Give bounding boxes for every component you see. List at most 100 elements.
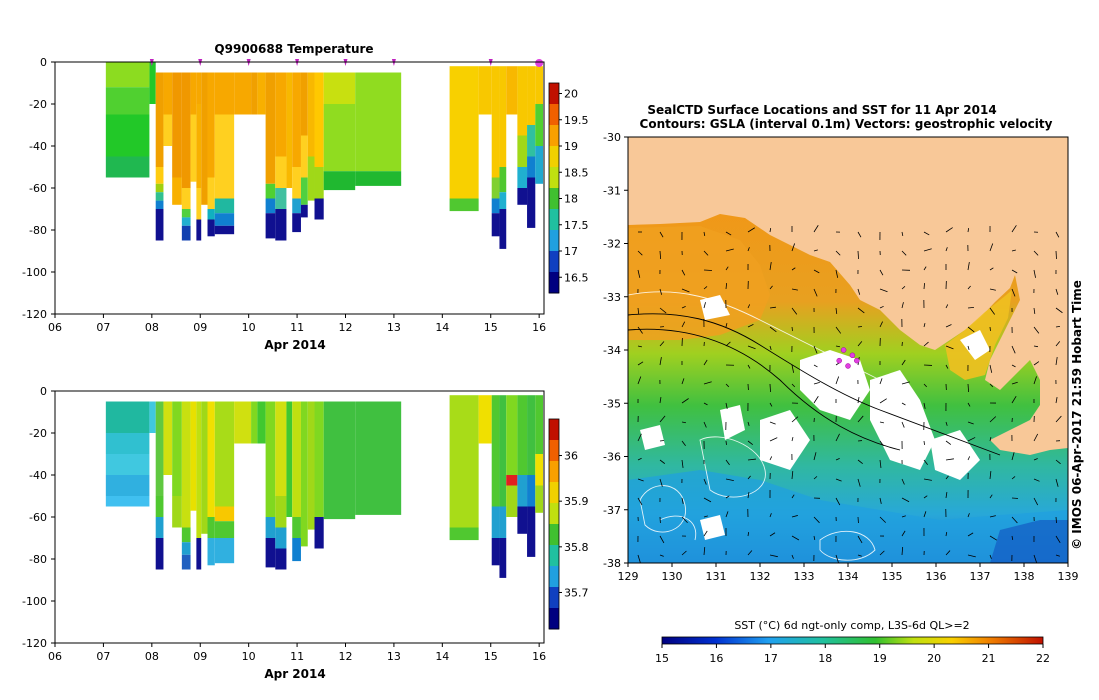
velocity-vector [769,421,776,425]
velocity-vector [945,475,949,480]
velocity-vector [879,378,883,385]
velocity-vector [989,554,992,559]
sst-colorbar-tick-label: 20 [927,652,941,665]
velocity-vector [1011,345,1016,354]
velocity-vector [681,459,684,468]
velocity-vector [791,437,794,442]
profile-layer [155,72,164,167]
colorbar-tick-label: 17.5 [564,219,589,232]
profile-layer [257,72,266,115]
x-tick-label: 12 [338,321,352,334]
profile-layer [214,538,235,564]
profile-layer [506,395,518,475]
lat-tick-label: -33 [603,291,621,304]
lat-tick-label: -30 [603,131,621,144]
velocity-vector [703,302,706,309]
profile-layer [314,167,324,199]
salinity-profiles [105,395,544,578]
velocity-vector [703,402,708,406]
seal-location [854,357,860,364]
profile-layer [265,517,276,538]
velocity-vector [835,376,840,385]
profile-layer [105,62,150,88]
profile-layer [527,395,536,475]
profile-layer [314,401,324,517]
lat-tick-label: -38 [603,557,621,570]
profile-layer [181,401,191,528]
profile-layer [265,538,276,568]
velocity-vector [835,250,841,256]
colorbar-segment [549,482,559,504]
colorbar-segment [549,125,559,147]
velocity-vector [1055,554,1060,557]
velocity-vector [1033,433,1039,442]
profile-layer [491,506,500,538]
seal-location [840,347,847,353]
profile-layer [292,72,301,167]
seal-location [845,363,851,369]
velocity-vector [901,421,905,428]
velocity-vector [923,511,927,518]
velocity-vector [637,345,642,348]
velocity-vector [813,288,818,297]
profile-layer [214,521,235,538]
sst-map-panel: SealCTD Surface Locations and SST for 11… [603,103,1084,665]
profile-layer [181,554,191,570]
velocity-vector [1033,458,1038,461]
velocity-vector [681,321,686,328]
sst-colorbar-tick-label: 18 [818,652,832,665]
profile-layer [323,171,356,191]
profile-layer [300,204,308,218]
seal-location [836,357,842,364]
profile-layer [214,198,235,214]
velocity-vector [769,227,772,233]
velocity-vector [967,532,974,537]
colorbar-segment [549,146,559,168]
x-tick-label: 15 [484,321,498,334]
velocity-vector [725,266,729,271]
velocity-vector [637,478,644,482]
sst-colorbar-label: SST (°C) 6d ngt-only comp, L3S-6d QL>=2 [734,619,969,632]
profile-layer [292,401,301,517]
lon-tick-label: 132 [750,570,771,583]
velocity-vector [879,516,886,523]
colorbar-segment [549,566,559,588]
profile-marker [535,59,544,67]
velocity-vector [989,416,997,423]
y-tick-label: -40 [29,469,47,482]
velocity-vector [747,345,756,350]
y-tick-label: -100 [22,266,47,279]
colorbar-tick-label: 35.9 [564,495,589,508]
velocity-vector [725,495,730,499]
colorbar-tick-label: 36 [564,450,578,463]
velocity-vector [989,437,992,442]
colorbar-segment [549,167,559,189]
sst-colorbar-ticks: 15 16 17 18 19 20 21 22 [655,644,1050,665]
velocity-vector [945,345,954,350]
velocity-vector [769,456,773,461]
velocity-vector [681,398,689,404]
profile-layer [527,156,536,178]
velocity-vector [747,421,750,426]
profile-layer [265,72,276,184]
profile-layer [275,188,287,209]
profile-layer [314,517,324,549]
velocity-vector [857,415,864,423]
velocity-vector [703,250,709,256]
velocity-vector [769,285,773,290]
lat-tick-label: -34 [603,344,621,357]
colorbar-tick-label: 35.7 [564,586,589,599]
x-tick-label: 06 [48,650,62,663]
profile-layer [155,183,164,193]
profile-layer [314,72,324,167]
velocity-vector [791,470,794,480]
lon-tick-label: 133 [794,570,815,583]
velocity-vector [659,535,665,544]
profile-layer [163,114,173,146]
profile-layer [105,475,150,496]
map-area [628,137,1068,563]
profile-layer [275,401,287,496]
velocity-vector [1011,288,1016,297]
velocity-vector [967,326,975,333]
map-title: SealCTD Surface Locations and SST for 11… [647,103,996,117]
